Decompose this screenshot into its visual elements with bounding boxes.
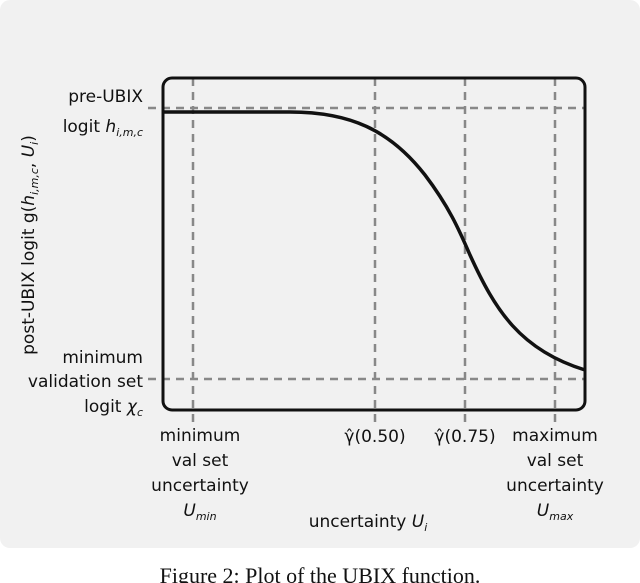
var: U bbox=[537, 501, 550, 521]
sub: max bbox=[549, 510, 573, 523]
sub: i bbox=[28, 142, 41, 145]
y-label: minimum bbox=[62, 348, 143, 368]
x-label: val set bbox=[527, 451, 584, 471]
y-labels: pre-UBIX logit hi,m,c minimum validation… bbox=[28, 87, 143, 419]
x-label: val set bbox=[172, 451, 229, 471]
var: U bbox=[19, 144, 39, 157]
x-labels: minimum val set uncertainty Umin γ̂(0.50… bbox=[151, 426, 604, 534]
y-label: logit χc bbox=[84, 397, 143, 419]
x-label: Umin bbox=[183, 501, 216, 523]
x-label: uncertainty bbox=[151, 476, 249, 496]
y-title: post-UBIX logit g(hi,m,c, Ui) bbox=[19, 135, 41, 355]
sub: i,m,c bbox=[116, 126, 143, 139]
plot-frame bbox=[161, 76, 587, 412]
x-label: maximum bbox=[512, 426, 598, 446]
var: U bbox=[412, 512, 425, 532]
ubix-curve bbox=[163, 110, 586, 372]
y-label: validation set bbox=[28, 372, 143, 392]
x-label: γ̂(0.75) bbox=[434, 427, 495, 447]
sub: min bbox=[196, 510, 217, 523]
y-label: pre-UBIX bbox=[68, 87, 143, 107]
text: post-UBIX logit g( bbox=[19, 206, 39, 355]
y-label: logit hi,m,c bbox=[63, 117, 143, 139]
var: χ bbox=[126, 397, 138, 417]
text: uncertainty bbox=[309, 512, 412, 532]
sub: c bbox=[137, 406, 143, 419]
x-label: minimum bbox=[160, 426, 241, 446]
x-label: uncertainty bbox=[506, 476, 604, 496]
var: h bbox=[105, 117, 116, 137]
sub: i bbox=[424, 521, 427, 534]
text: logit bbox=[63, 117, 106, 137]
var: h bbox=[19, 195, 39, 206]
caption: Figure 2: Plot of the UBIX function. bbox=[160, 563, 481, 583]
text: , bbox=[19, 157, 39, 168]
x-label: γ̂(0.50) bbox=[344, 427, 405, 447]
text: logit bbox=[84, 397, 127, 417]
sub: i,m,c bbox=[28, 168, 41, 195]
var: U bbox=[183, 501, 196, 521]
x-title: uncertainty Ui bbox=[309, 512, 428, 534]
x-label: Umax bbox=[537, 501, 574, 523]
text: ) bbox=[19, 135, 39, 142]
